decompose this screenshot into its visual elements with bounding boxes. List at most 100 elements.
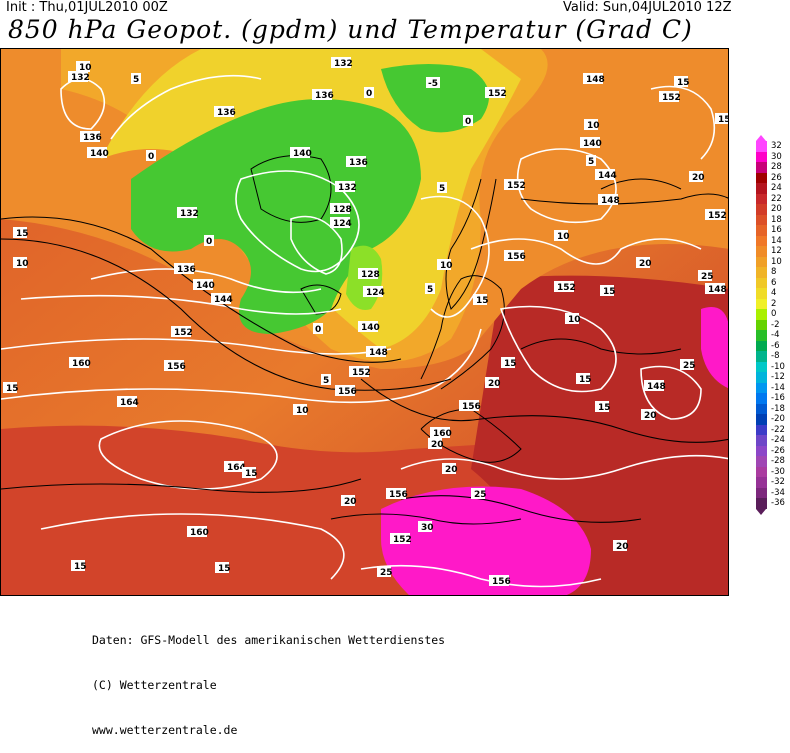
svg-text:5: 5	[588, 157, 594, 167]
legend-swatch	[756, 309, 767, 320]
label-5: 5	[321, 374, 331, 386]
footer-url[interactable]: www.wetterzentrale.de	[92, 723, 238, 737]
label-156-b: 156	[335, 385, 357, 397]
svg-text:15: 15	[16, 229, 29, 239]
data-source-footer: Daten: GFS-Modell des amerikanischen Wet…	[92, 603, 445, 753]
legend-swatch	[756, 277, 767, 288]
svg-text:156: 156	[338, 387, 357, 397]
svg-text:-5: -5	[428, 79, 438, 89]
label-152-f: 152	[554, 281, 576, 293]
legend-swatch	[756, 246, 767, 257]
svg-text:5: 5	[439, 184, 445, 194]
label-156-c: 156	[504, 250, 526, 262]
label-25-b: 25	[377, 566, 393, 578]
svg-text:20: 20	[692, 173, 705, 183]
svg-text:20: 20	[644, 411, 657, 421]
label-minus-5: -5	[426, 77, 440, 89]
label-15-i: 15	[595, 401, 611, 413]
svg-text:160: 160	[72, 359, 91, 369]
legend-swatch	[756, 141, 767, 152]
legend-swatch	[756, 403, 767, 414]
legend-label: -34	[771, 487, 785, 498]
geopotential-isolines	[1, 74, 728, 588]
legend-label: 28	[771, 162, 782, 172]
label-136-d: 136	[346, 156, 368, 168]
svg-text:132: 132	[334, 59, 353, 69]
label-10-g: 10	[76, 61, 92, 73]
label-5-c: 5	[586, 155, 596, 167]
init-time: Init : Thu,01JUL2010 00Z	[6, 0, 168, 15]
svg-text:10: 10	[296, 406, 309, 416]
valid-time: Valid: Sun,04JUL2010 12Z	[563, 0, 732, 15]
svg-text:140: 140	[90, 149, 109, 159]
legend-swatch	[756, 214, 767, 225]
svg-text:148: 148	[601, 196, 620, 206]
legend-swatch	[756, 498, 767, 509]
footer-data-source: Daten: GFS-Modell des amerikanischen Wet…	[92, 633, 446, 647]
label-25: 25	[471, 488, 487, 500]
legend-label: -4	[771, 330, 780, 340]
label-164: 164	[117, 396, 139, 408]
legend-label: -36	[771, 498, 785, 508]
svg-text:140: 140	[293, 149, 312, 159]
label-132-d: 132	[68, 71, 90, 83]
legend-swatch	[756, 298, 767, 309]
isoline-labels: 160 156 164 152 144 140 136 132 132 128 …	[3, 57, 728, 587]
legend-label: 30	[771, 151, 782, 162]
label-152-g: 152	[705, 209, 727, 221]
legend-swatch	[756, 193, 767, 204]
label-20-b: 20	[613, 540, 629, 552]
svg-text:164: 164	[227, 463, 246, 473]
svg-text:148: 148	[586, 75, 605, 85]
svg-text:156: 156	[167, 362, 186, 372]
legend-swatch	[756, 151, 767, 162]
legend-swatch	[756, 372, 767, 383]
label-0-b: 0	[146, 150, 156, 162]
label-160-b: 160	[187, 526, 209, 538]
label-128-b: 128	[358, 268, 380, 280]
coastlines	[250, 155, 682, 525]
svg-text:152: 152	[557, 283, 576, 293]
label-152-c: 152	[485, 87, 507, 99]
svg-text:25: 25	[701, 272, 714, 282]
svg-text:15: 15	[504, 359, 517, 369]
svg-text:20: 20	[445, 465, 458, 475]
svg-text:20: 20	[639, 259, 652, 269]
svg-text:25: 25	[474, 490, 487, 500]
svg-text:144: 144	[214, 295, 233, 305]
svg-text:136: 136	[217, 108, 236, 118]
legend-swatch	[756, 319, 767, 330]
label-15-d: 15	[215, 562, 231, 574]
svg-text:30: 30	[421, 523, 434, 533]
map-canvas: 160 156 164 152 144 140 136 132 132 128 …	[1, 49, 728, 595]
svg-text:148: 148	[708, 285, 727, 295]
svg-text:0: 0	[148, 152, 154, 162]
svg-text:160: 160	[190, 528, 209, 538]
svg-text:160: 160	[433, 429, 452, 439]
legend-label: 2	[771, 298, 777, 309]
svg-text:152: 152	[174, 328, 193, 338]
label-25-c: 25	[698, 270, 714, 282]
label-156-d: 156	[459, 400, 481, 412]
svg-text:15: 15	[218, 564, 231, 574]
svg-text:15: 15	[245, 469, 258, 479]
legend-label: -30	[771, 466, 785, 477]
label-140-d: 140	[580, 137, 602, 149]
label-132-b: 132	[335, 181, 357, 193]
legend-swatch	[756, 267, 767, 278]
legend-label: 0	[771, 309, 777, 319]
svg-text:15: 15	[579, 375, 592, 385]
label-124-b: 124	[363, 286, 385, 298]
svg-text:136: 136	[349, 158, 368, 168]
label-144: 144	[211, 293, 233, 305]
label-20-h: 20	[689, 171, 705, 183]
label-140-e: 140	[87, 147, 109, 159]
svg-text:124: 124	[366, 288, 385, 298]
legend-label: 22	[771, 193, 782, 204]
legend-label: 20	[771, 204, 782, 214]
svg-text:152: 152	[352, 368, 371, 378]
legend-label: -26	[771, 445, 785, 456]
label-132: 132	[177, 207, 199, 219]
svg-text:10: 10	[557, 232, 570, 242]
svg-text:140: 140	[196, 281, 215, 291]
